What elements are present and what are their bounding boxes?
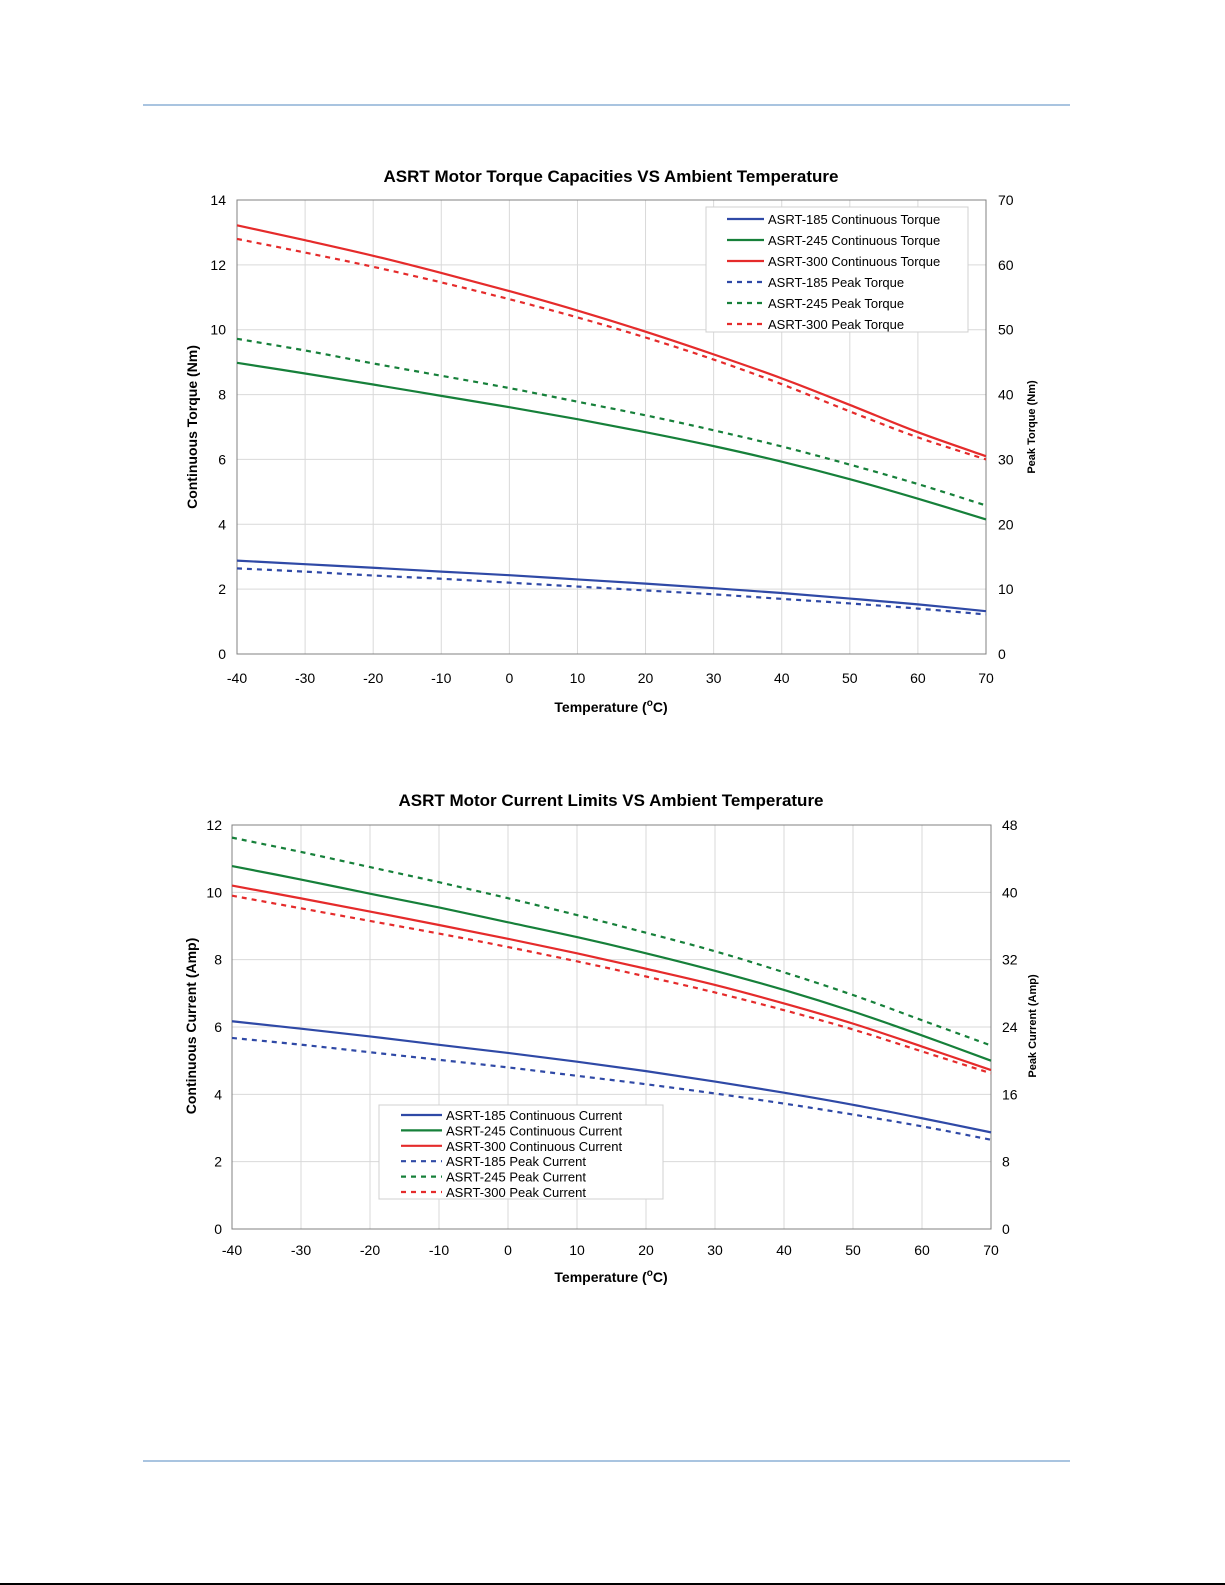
series-line (236, 361, 987, 521)
x-tick-label: 40 (774, 670, 790, 686)
y-tick-label: 14 (210, 192, 226, 208)
series-line (231, 836, 992, 1047)
x-tick-label: 60 (914, 1242, 930, 1258)
series-line (231, 1020, 992, 1134)
y-tick-label: 8 (214, 952, 222, 968)
y2-tick-label: 40 (1002, 884, 1018, 900)
y2-tick-label: 20 (998, 516, 1014, 532)
x-tick-label: 30 (707, 1242, 723, 1258)
y-tick-label: 8 (218, 387, 226, 403)
y2-tick-label: 30 (998, 451, 1014, 467)
legend-label: ASRT-300 Continuous Current (446, 1139, 622, 1154)
x-tick-label: 40 (776, 1242, 792, 1258)
series-line (231, 894, 992, 1075)
series-line (236, 337, 987, 507)
plot-frame (236, 199, 987, 655)
x-tick-label: 30 (706, 670, 722, 686)
legend-label: ASRT-185 Peak Torque (768, 275, 904, 290)
y2-tick-label: 70 (998, 192, 1014, 208)
x-tick-label: -10 (431, 670, 451, 686)
current-chart: ASRT Motor Current Limits VS Ambient Tem… (183, 791, 1039, 1285)
x-tick-label: 10 (570, 670, 586, 686)
y2-tick-label: 16 (1002, 1086, 1018, 1102)
torque-chart: ASRT Motor Torque Capacities VS Ambient … (184, 167, 1038, 715)
y-tick-label: 2 (218, 581, 226, 597)
legend-label: ASRT-300 Continuous Torque (768, 254, 940, 269)
legend-label: ASRT-245 Continuous Current (446, 1123, 622, 1138)
x-tick-label: 20 (638, 1242, 654, 1258)
x-tick-label: 70 (978, 670, 994, 686)
y2-tick-label: 8 (1002, 1154, 1010, 1170)
legend-label: ASRT-185 Continuous Torque (768, 212, 940, 227)
series-line (231, 864, 992, 1062)
footer-rule (143, 1460, 1070, 1462)
x-tick-label: 0 (504, 1242, 512, 1258)
y2-tick-label: 0 (998, 646, 1006, 662)
x-tick-label: 0 (505, 670, 513, 686)
chart-title: ASRT Motor Torque Capacities VS Ambient … (384, 167, 839, 186)
y2-tick-label: 40 (998, 387, 1014, 403)
x-tick-label: -40 (222, 1242, 242, 1258)
legend-label: ASRT-300 Peak Torque (768, 317, 904, 332)
y2-tick-label: 60 (998, 257, 1014, 273)
plot-frame (231, 824, 992, 1230)
x-tick-label: -40 (227, 670, 247, 686)
legend-box (378, 1104, 664, 1200)
y2-axis-title: Peak Current (Amp) (1027, 974, 1039, 1078)
y-tick-label: 6 (218, 451, 226, 467)
y2-tick-label: 50 (998, 322, 1014, 338)
y-tick-label: 4 (214, 1086, 222, 1102)
x-axis-title: Temperature (oC) (554, 698, 667, 715)
y-tick-label: 6 (214, 1019, 222, 1035)
series-line (236, 224, 987, 458)
y-tick-label: 10 (210, 322, 226, 338)
y-tick-label: 10 (206, 884, 222, 900)
series-line (231, 884, 992, 1072)
y2-tick-label: 32 (1002, 952, 1018, 968)
header-rule (143, 104, 1070, 106)
y-axis-title: Continuous Current (Amp) (183, 938, 199, 1115)
y-tick-label: 12 (210, 257, 226, 273)
series-line (231, 1036, 992, 1141)
legend-label: ASRT-245 Continuous Torque (768, 233, 940, 248)
y-axis-title: Continuous Torque (Nm) (184, 345, 200, 509)
y-tick-label: 4 (218, 516, 226, 532)
legend-label: ASRT-245 Peak Current (446, 1170, 586, 1185)
legend-label: ASRT-245 Peak Torque (768, 296, 904, 311)
x-tick-label: 50 (842, 670, 858, 686)
page-bottom-border (0, 1583, 1225, 1585)
y2-tick-label: 48 (1002, 817, 1018, 833)
legend-label: ASRT-185 Peak Current (446, 1154, 586, 1169)
x-tick-label: 20 (638, 670, 654, 686)
y2-tick-label: 24 (1002, 1019, 1018, 1035)
x-tick-label: -20 (360, 1242, 380, 1258)
x-tick-label: 70 (983, 1242, 999, 1258)
y-tick-label: 0 (218, 646, 226, 662)
x-tick-label: 10 (569, 1242, 585, 1258)
y2-axis-title: Peak Torque (Nm) (1026, 380, 1038, 474)
x-axis-title: Temperature (oC) (554, 1268, 667, 1285)
chart-title: ASRT Motor Current Limits VS Ambient Tem… (398, 791, 823, 810)
x-tick-label: -20 (363, 670, 383, 686)
series-line (236, 559, 987, 613)
legend-box (705, 206, 969, 333)
x-tick-label: -30 (291, 1242, 311, 1258)
legend-label: ASRT-300 Peak Current (446, 1185, 586, 1200)
series-line (236, 237, 987, 461)
x-tick-label: -10 (429, 1242, 449, 1258)
y2-tick-label: 10 (998, 581, 1014, 597)
y-tick-label: 2 (214, 1154, 222, 1170)
y-tick-label: 0 (214, 1221, 222, 1237)
legend-label: ASRT-185 Continuous Current (446, 1108, 622, 1123)
y-tick-label: 12 (206, 817, 222, 833)
x-tick-label: 50 (845, 1242, 861, 1258)
x-tick-label: -30 (295, 670, 315, 686)
x-tick-label: 60 (910, 670, 926, 686)
y2-tick-label: 0 (1002, 1221, 1010, 1237)
series-line (236, 567, 987, 616)
